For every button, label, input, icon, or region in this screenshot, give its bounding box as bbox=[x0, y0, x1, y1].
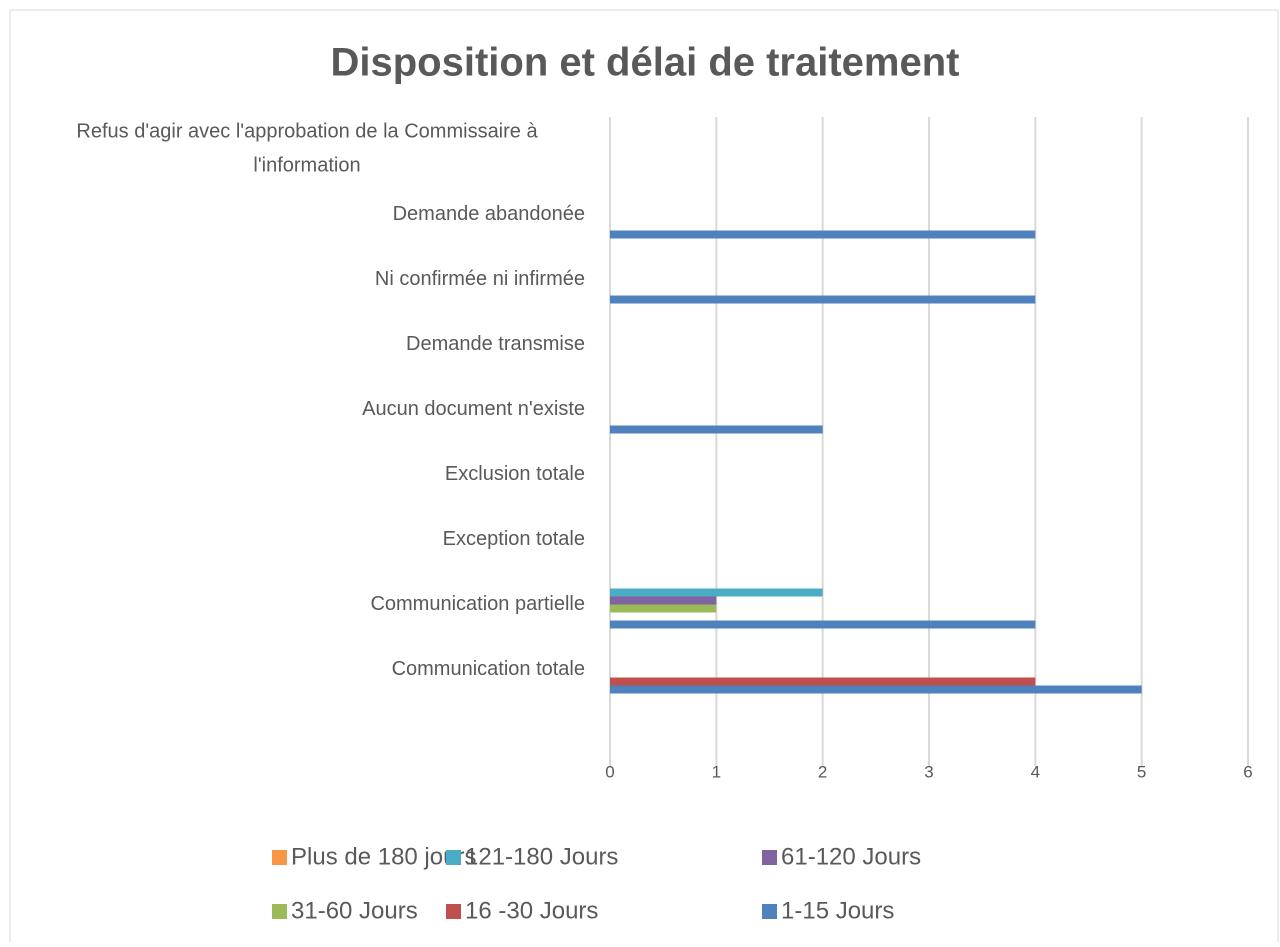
bar bbox=[610, 604, 717, 613]
legend-label: 121-180 Jours bbox=[465, 843, 618, 870]
x-tick-label: 0 bbox=[605, 762, 614, 781]
legend-swatch bbox=[272, 904, 287, 919]
x-tick-label: 5 bbox=[1137, 762, 1146, 781]
legend-swatch bbox=[762, 850, 777, 865]
legend-swatch bbox=[762, 904, 777, 919]
legend-label: 61-120 Jours bbox=[781, 843, 921, 870]
x-tick-label: 3 bbox=[924, 762, 933, 781]
bar bbox=[610, 677, 1036, 686]
y-tick-label: Exclusion totale bbox=[445, 463, 585, 485]
y-tick-label: Refus d'agir avec l'approbation de la Co… bbox=[76, 121, 538, 177]
y-tick-label: Communication partielle bbox=[370, 593, 585, 615]
x-tick-label: 4 bbox=[1031, 762, 1040, 781]
y-tick-label: Exception totale bbox=[443, 528, 585, 550]
bar bbox=[610, 685, 1142, 694]
y-tick-label: Ni confirmée ni infirmée bbox=[375, 268, 585, 290]
bar bbox=[610, 620, 1036, 629]
y-tick-label: Communication totale bbox=[392, 658, 585, 680]
legend-label: 31-60 Jours bbox=[291, 897, 418, 924]
y-tick-label: Demande abandonée bbox=[393, 203, 585, 225]
legend-label: 16 -30 Jours bbox=[465, 897, 598, 924]
x-tick-label: 6 bbox=[1243, 762, 1252, 781]
bar bbox=[610, 230, 1036, 239]
bar bbox=[610, 295, 1036, 304]
bar bbox=[610, 596, 717, 605]
bar bbox=[610, 588, 823, 597]
legend-label: 1-15 Jours bbox=[781, 897, 894, 924]
chart-frame bbox=[9, 9, 1279, 947]
legend-label: Plus de 180 jours bbox=[291, 843, 476, 870]
chart-title: Disposition et délai de traitement bbox=[330, 41, 959, 85]
y-tick-label: Aucun document n'existe bbox=[362, 398, 585, 420]
y-tick-label: Demande transmise bbox=[406, 333, 585, 355]
bar bbox=[610, 425, 823, 434]
legend-swatch bbox=[272, 850, 287, 865]
x-tick-label: 1 bbox=[712, 762, 721, 781]
legend-swatch bbox=[446, 850, 461, 865]
legend-swatch bbox=[446, 904, 461, 919]
x-tick-label: 2 bbox=[818, 762, 827, 781]
